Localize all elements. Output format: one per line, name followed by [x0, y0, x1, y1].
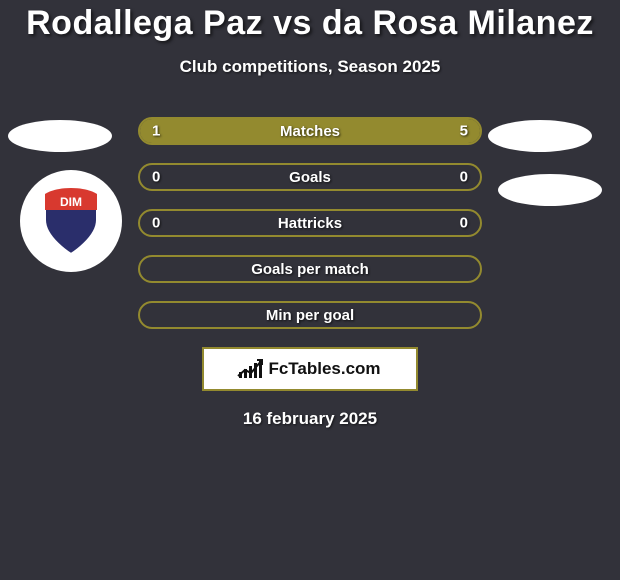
- stat-pill: 15Matches: [138, 117, 482, 145]
- stat-label: Goals: [140, 169, 480, 186]
- stat-row: 15Matches: [0, 117, 620, 145]
- stat-row: 00Goals: [0, 163, 620, 191]
- stat-row: Min per goal: [0, 301, 620, 329]
- stat-pill: Min per goal: [138, 301, 482, 329]
- stat-pill: 00Goals: [138, 163, 482, 191]
- stats-block: 15Matches 00Goals 00Hattricks Goals per mat…: [0, 117, 620, 329]
- comparison-infographic: Rodallega Paz vs da Rosa Milanez Club co…: [0, 0, 620, 580]
- stat-label: Matches: [140, 123, 480, 140]
- stat-pill: 00Hattricks: [138, 209, 482, 237]
- stat-label: Min per goal: [140, 307, 480, 324]
- generated-date: 16 february 2025: [0, 409, 620, 429]
- stat-label: Hattricks: [140, 215, 480, 232]
- brand-box: FcTables.com: [202, 347, 418, 391]
- page-title: Rodallega Paz vs da Rosa Milanez: [0, 4, 620, 43]
- subtitle: Club competitions, Season 2025: [0, 57, 620, 77]
- stat-label: Goals per match: [140, 261, 480, 278]
- brand-chart-icon: [239, 360, 262, 378]
- stat-row: Goals per match: [0, 255, 620, 283]
- brand-text: FcTables.com: [268, 359, 380, 379]
- stat-row: 00Hattricks: [0, 209, 620, 237]
- stat-pill: Goals per match: [138, 255, 482, 283]
